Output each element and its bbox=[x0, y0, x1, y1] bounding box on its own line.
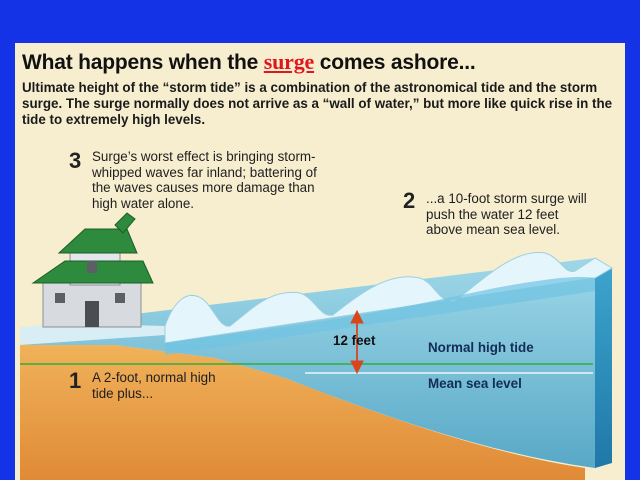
sand-cross-section bbox=[20, 345, 585, 480]
normal-high-tide-label: Normal high tide bbox=[428, 340, 534, 355]
step-1-text: A 2-foot, normal high tide plus... bbox=[92, 370, 216, 401]
height-label: 12 feet bbox=[333, 333, 376, 348]
water-side-face bbox=[595, 258, 612, 468]
mean-sea-level-label: Mean sea level bbox=[428, 376, 522, 391]
step-1-number: 1 bbox=[69, 368, 82, 393]
title-text-start: What happens when the bbox=[22, 51, 264, 74]
title-highlight-surge: surge bbox=[263, 49, 315, 74]
storm-surge-scene bbox=[20, 212, 613, 480]
beach-house bbox=[31, 212, 154, 328]
storm-waves bbox=[164, 251, 613, 344]
height-arrow bbox=[350, 309, 364, 375]
page-title: What happens when the surge comes ashore… bbox=[22, 49, 622, 75]
step-3-text: Surge’s worst effect is bringing storm-w… bbox=[92, 149, 317, 211]
title-text-end: comes ashore... bbox=[314, 51, 476, 74]
step-2-number: 2 bbox=[403, 188, 416, 213]
intro-text: Ultimate height of the “storm tide” is a… bbox=[22, 80, 613, 127]
step-3-number: 3 bbox=[69, 148, 82, 173]
shore-surface bbox=[20, 323, 165, 345]
step-2-text: ...a 10-foot storm surge will push the w… bbox=[426, 191, 587, 237]
infographic-panel: What happens when the surge comes ashore… bbox=[15, 43, 625, 480]
wave-shadow bbox=[165, 277, 595, 355]
